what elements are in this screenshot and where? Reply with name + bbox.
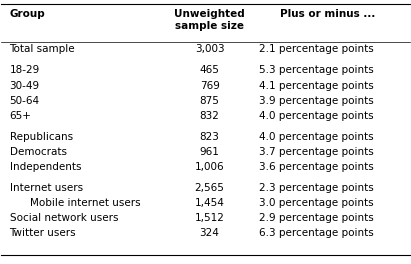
Text: 823: 823 bbox=[200, 132, 219, 142]
Text: 1,512: 1,512 bbox=[195, 213, 224, 223]
Text: Internet users: Internet users bbox=[9, 183, 83, 193]
Text: 832: 832 bbox=[200, 111, 219, 121]
Text: 324: 324 bbox=[200, 228, 219, 238]
Text: 2,565: 2,565 bbox=[195, 183, 224, 193]
Text: 769: 769 bbox=[200, 81, 219, 91]
Text: 5.3 percentage points: 5.3 percentage points bbox=[259, 65, 373, 76]
Text: Twitter users: Twitter users bbox=[9, 228, 76, 238]
Text: Republicans: Republicans bbox=[9, 132, 73, 142]
Text: Independents: Independents bbox=[9, 162, 81, 172]
Text: Unweighted
sample size: Unweighted sample size bbox=[174, 9, 245, 31]
Text: 2.1 percentage points: 2.1 percentage points bbox=[259, 45, 373, 54]
Text: 3,003: 3,003 bbox=[195, 45, 224, 54]
Text: 961: 961 bbox=[200, 147, 219, 157]
Text: 65+: 65+ bbox=[9, 111, 31, 121]
Text: 3.0 percentage points: 3.0 percentage points bbox=[259, 198, 373, 208]
Text: Group: Group bbox=[9, 9, 45, 19]
Text: 3.7 percentage points: 3.7 percentage points bbox=[259, 147, 373, 157]
Text: Mobile internet users: Mobile internet users bbox=[30, 198, 141, 208]
Text: 6.3 percentage points: 6.3 percentage points bbox=[259, 228, 373, 238]
Text: Social network users: Social network users bbox=[9, 213, 118, 223]
Text: 4.1 percentage points: 4.1 percentage points bbox=[259, 81, 373, 91]
Text: Democrats: Democrats bbox=[9, 147, 67, 157]
Text: 1,454: 1,454 bbox=[195, 198, 224, 208]
Text: 2.9 percentage points: 2.9 percentage points bbox=[259, 213, 373, 223]
Text: 875: 875 bbox=[200, 96, 219, 106]
Text: 30-49: 30-49 bbox=[9, 81, 40, 91]
Text: 18-29: 18-29 bbox=[9, 65, 40, 76]
Text: 3.9 percentage points: 3.9 percentage points bbox=[259, 96, 373, 106]
Text: Plus or minus ...: Plus or minus ... bbox=[280, 9, 376, 19]
Text: 465: 465 bbox=[200, 65, 219, 76]
Text: 50-64: 50-64 bbox=[9, 96, 40, 106]
Text: 2.3 percentage points: 2.3 percentage points bbox=[259, 183, 373, 193]
Text: 4.0 percentage points: 4.0 percentage points bbox=[259, 111, 373, 121]
Text: Total sample: Total sample bbox=[9, 45, 75, 54]
Text: 1,006: 1,006 bbox=[195, 162, 224, 172]
Text: 3.6 percentage points: 3.6 percentage points bbox=[259, 162, 373, 172]
Text: 4.0 percentage points: 4.0 percentage points bbox=[259, 132, 373, 142]
